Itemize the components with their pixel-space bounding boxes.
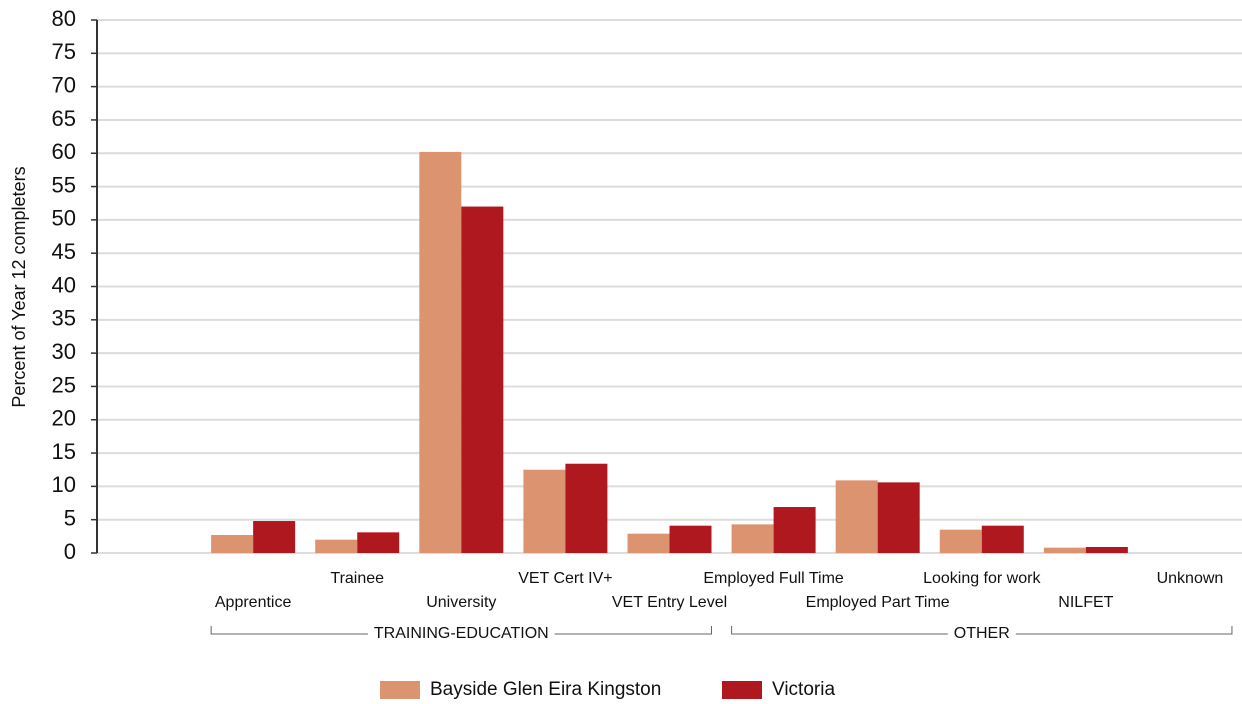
bar [1085,547,1128,553]
bar [981,525,1024,553]
x-tick-label: University [426,594,496,611]
y-tick-label: 45 [52,239,76,264]
bar [565,463,608,553]
y-tick-label: 0 [64,539,76,564]
bar [773,507,816,553]
y-tick-label: 15 [52,439,76,464]
x-tick-label: Unknown [1157,570,1224,587]
y-tick-label: 35 [52,306,76,331]
bar [461,206,504,554]
legend-swatch [722,681,762,699]
y-tick-label: 65 [52,106,76,131]
group-bracket [210,626,712,635]
bar [669,525,712,553]
y-tick-label: 25 [52,372,76,397]
group-label: TRAINING-EDUCATION [374,625,549,642]
bar [419,151,462,554]
bar [253,521,296,553]
bar [523,469,566,553]
y-tick-label: 60 [52,139,76,164]
legend-swatch [380,681,420,699]
legend-label: Victoria [772,679,835,700]
y-tick-label: 70 [52,72,76,97]
x-tick-label: Employed Full Time [703,570,844,587]
y-tick-label: 80 [52,6,76,31]
y-tick-label: 75 [52,39,76,64]
bar [731,524,774,553]
y-axis-label: Percent of Year 12 completers [9,166,29,407]
bar [1043,547,1086,553]
x-tick-label: Employed Part Time [806,594,950,611]
y-tick-label: 55 [52,172,76,197]
y-tick-label: 50 [52,206,76,231]
y-tick-label: 5 [64,506,76,531]
bar [877,482,920,553]
group-bracket [731,626,1233,635]
group-label: OTHER [954,625,1010,642]
x-tick-label: Trainee [330,570,384,587]
x-tick-label: Apprentice [215,594,292,611]
x-tick-label: VET Cert IV+ [518,570,612,587]
bar [627,533,670,553]
y-tick-label: 10 [52,472,76,497]
legend-label: Bayside Glen Eira Kingston [430,679,661,700]
y-tick-label: 20 [52,406,76,431]
x-tick-label: Looking for work [923,570,1041,587]
bar [939,529,982,553]
bar [315,539,358,553]
bar [835,480,878,553]
bar [357,532,400,553]
bar [211,535,254,553]
x-tick-label: VET Entry Level [612,594,727,611]
y-tick-label: 30 [52,339,76,364]
y-tick-label: 40 [52,272,76,297]
x-tick-label: NILFET [1058,594,1113,611]
